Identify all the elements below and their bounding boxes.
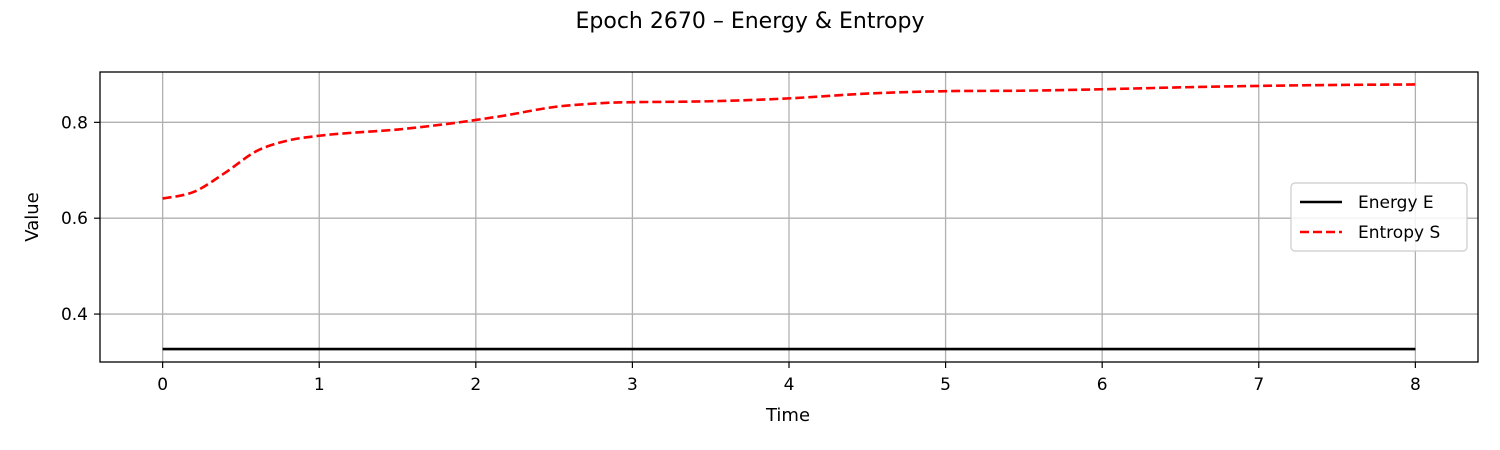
y-tick-label: 0.4: [61, 305, 88, 325]
legend-box: [1290, 182, 1468, 252]
legend-label: Energy E: [1358, 193, 1434, 213]
series-line-entropy: [162, 83, 1416, 200]
x-tick-label: 7: [1253, 375, 1264, 395]
x-tick-label: 3: [627, 375, 638, 395]
y-tick-label: 0.8: [61, 113, 88, 133]
y-tick-label: 0.6: [61, 209, 88, 229]
y-axis-label: Value: [22, 192, 43, 241]
axis-ticks: 0 1 2 3 4 5 6 7 8 0.4 0.6 0.8: [61, 113, 1421, 395]
grid: [100, 72, 1478, 362]
x-tick-label: 1: [314, 375, 325, 395]
x-tick-label: 6: [1097, 375, 1108, 395]
plot-series: [162, 83, 1416, 351]
chart-title: Epoch 2670 – Energy & Entropy: [576, 9, 925, 34]
x-tick-label: 4: [784, 375, 795, 395]
x-tick-label: 2: [470, 375, 481, 395]
x-tick-label: 8: [1410, 375, 1421, 395]
legend-label: Entropy S: [1358, 223, 1440, 243]
x-tick-label: 0: [157, 375, 168, 395]
x-axis-label: Time: [765, 405, 810, 426]
legend: Energy E Entropy S: [1290, 182, 1468, 252]
x-tick-label: 5: [940, 375, 951, 395]
